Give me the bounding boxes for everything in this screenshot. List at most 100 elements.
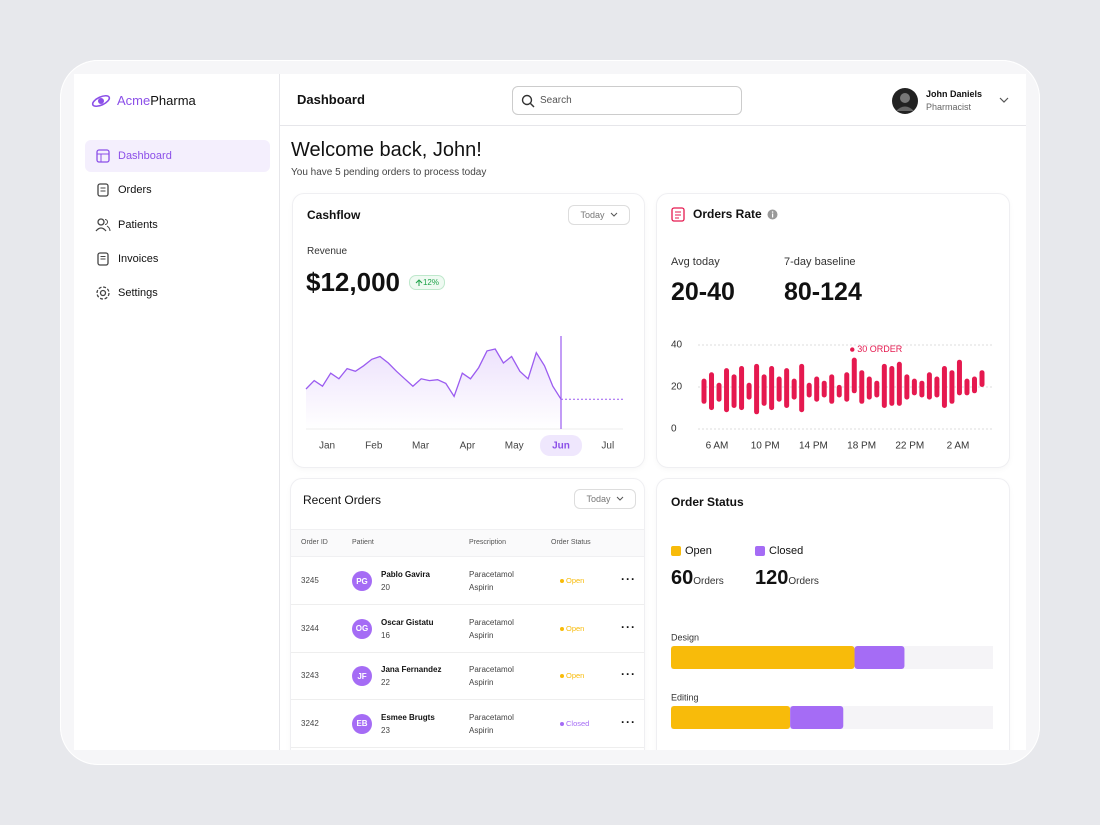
- chevron: [610, 212, 617, 217]
- x-tick-label: Jul: [601, 441, 614, 452]
- nav-item[interactable]: Orders: [118, 184, 152, 196]
- change-value: 12%: [422, 278, 439, 287]
- brand-second: Pharma: [150, 93, 196, 108]
- table-header: [291, 529, 644, 557]
- stat-label: Avg today: [671, 256, 720, 268]
- range-bar: [859, 370, 865, 404]
- row-menu[interactable]: ···: [621, 714, 636, 729]
- row-menu[interactable]: ···: [621, 572, 636, 586]
- range-bar: [979, 370, 985, 387]
- nav-item[interactable]: Patients: [118, 219, 158, 231]
- brand: AcmePharma: [117, 93, 196, 108]
- user-name: John Daniels: [926, 89, 983, 99]
- nav-icon: [95, 218, 111, 232]
- welcome-title: Welcome back, John!: [291, 139, 482, 161]
- patient-name: Oscar Gistatu: [381, 617, 434, 627]
- order-status: Open: [566, 576, 585, 585]
- search-box[interactable]: Search: [512, 86, 742, 115]
- nav-icon: [97, 252, 109, 266]
- status-dot: [560, 579, 564, 583]
- nav-item[interactable]: Invoices: [118, 253, 159, 265]
- info-icon[interactable]: [767, 209, 778, 220]
- range-bar: [716, 382, 722, 402]
- range-bar: [701, 378, 707, 404]
- user-menu-chevron[interactable]: [999, 96, 1009, 104]
- order-id: 3245: [301, 576, 319, 585]
- order-status: Open: [566, 671, 585, 680]
- cashflow-chart: Jan Feb Mar Apr May Jun Jul: [305, 336, 623, 456]
- annotation: 30 ORDER: [857, 344, 903, 354]
- total: 120Orders: [755, 567, 819, 589]
- category-label: Editing: [671, 692, 699, 702]
- range-bar: [874, 380, 880, 398]
- range-bar: [896, 361, 902, 406]
- legend-swatch: [755, 546, 765, 556]
- bar-segment: [671, 646, 855, 669]
- range-bar: [761, 374, 767, 406]
- user-avatar[interactable]: [891, 87, 919, 115]
- bar-segment: [790, 706, 844, 729]
- topbar: Dashboard Search John Daniels Pharmacist: [280, 74, 1026, 126]
- row-divider: [291, 604, 644, 605]
- prescription: Aspirin: [469, 725, 494, 735]
- range-bar: [949, 370, 955, 404]
- order-id: 3244: [301, 623, 319, 633]
- prescription: Aspirin: [469, 630, 494, 640]
- prescription: Paracetamol: [469, 570, 514, 579]
- x-tick-label: 18 PM: [847, 441, 876, 452]
- brand-logo: [91, 94, 111, 108]
- patient-age: 22: [381, 678, 390, 687]
- range-bar: [881, 363, 887, 408]
- patient-avatar: OG: [352, 618, 372, 639]
- prescription: Paracetamol: [469, 665, 514, 674]
- filter-label: Today: [580, 210, 605, 220]
- column-header: Order Status: [551, 539, 591, 546]
- patient-name: Esmee Brugts: [381, 712, 435, 722]
- bar-segment: [854, 646, 905, 669]
- range-bar: [866, 376, 872, 400]
- x-tick-label: May: [505, 441, 524, 452]
- range-bar: [919, 380, 925, 398]
- row-divider: [291, 746, 644, 748]
- row-menu[interactable]: ···: [621, 667, 636, 681]
- sidebar: AcmePharma Dashboard Orders Patients Invoic…: [74, 74, 280, 750]
- status-dot: [560, 626, 564, 631]
- range-bar: [941, 366, 947, 408]
- search-placeholder: Search: [540, 95, 572, 106]
- column-header: Patient: [352, 539, 374, 546]
- range-bar: [799, 363, 805, 413]
- page-title: Dashboard: [297, 92, 365, 107]
- orders-rate-chart: 0 20 40 30 ORDER 6 AM 10 PM 14 PM 18 PM 22 PM 2 A…: [671, 340, 993, 452]
- total-unit: Orders: [693, 576, 724, 587]
- x-tick-label: 10 PM: [751, 441, 780, 452]
- card-title: Orders Rate: [693, 207, 762, 221]
- range-bar: [904, 374, 910, 400]
- range-bar: [724, 368, 730, 413]
- x-tick-label: Jun: [552, 441, 570, 452]
- welcome-subtitle: You have 5 pending orders to process tod…: [291, 167, 487, 178]
- patient-age: 20: [381, 583, 390, 592]
- filter-label: Today: [586, 494, 611, 504]
- x-tick-label: 22 PM: [895, 441, 924, 452]
- range-bar: [739, 366, 745, 411]
- total: 60Orders: [671, 567, 724, 589]
- x-tick-label: 2 AM: [947, 441, 970, 452]
- orders-icon: [671, 207, 685, 222]
- filter-dropdown[interactable]: Today: [568, 205, 630, 225]
- revenue-label: Revenue: [307, 246, 348, 257]
- prescription: Aspirin: [469, 583, 494, 592]
- range-bar: [889, 366, 895, 406]
- y-tick-label: 20: [671, 382, 683, 393]
- nav-item[interactable]: Dashboard: [85, 140, 270, 172]
- x-tick-label: Feb: [365, 441, 383, 452]
- range-bar: [769, 366, 775, 411]
- recent-orders-card: Recent Orders Today Order ID Patient Presc…: [290, 478, 645, 750]
- y-tick-label: 40: [671, 340, 683, 351]
- legend-swatch: [671, 546, 681, 556]
- total-unit: Orders: [788, 576, 819, 587]
- annotation-dot: [850, 347, 855, 352]
- nav-item[interactable]: Settings: [118, 287, 158, 299]
- row-menu[interactable]: ···: [621, 619, 636, 634]
- row-divider: [291, 699, 644, 700]
- filter-dropdown[interactable]: Today: [574, 489, 636, 509]
